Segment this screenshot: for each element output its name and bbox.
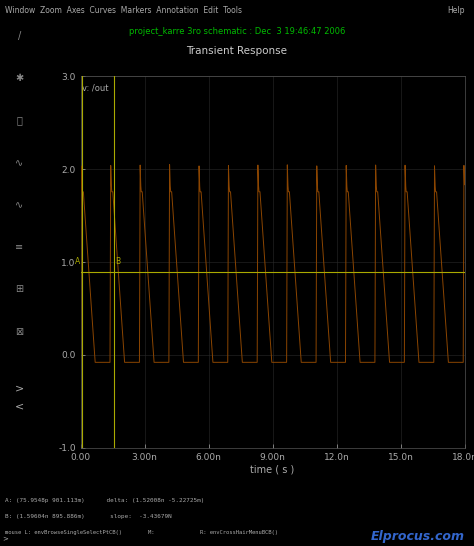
Text: >: > xyxy=(2,536,8,542)
Text: >: > xyxy=(15,383,24,393)
Text: v: /out: v: /out xyxy=(82,84,109,93)
Text: <: < xyxy=(15,402,24,412)
Text: ⌒: ⌒ xyxy=(16,115,22,126)
Text: ✱: ✱ xyxy=(15,73,23,83)
Text: project_karre 3ro schematic : Dec  3 19:46:47 2006: project_karre 3ro schematic : Dec 3 19:4… xyxy=(129,27,345,36)
Text: A: A xyxy=(75,257,80,266)
Text: B: (1.59604n 895.886m)       slope:  -3.43679N: B: (1.59604n 895.886m) slope: -3.43679N xyxy=(5,514,172,519)
Text: Elprocus.com: Elprocus.com xyxy=(371,530,465,543)
Text: /: / xyxy=(18,31,21,41)
Text: ∿: ∿ xyxy=(15,200,23,210)
Text: ⊠: ⊠ xyxy=(15,327,23,337)
X-axis label: time ( s ): time ( s ) xyxy=(250,464,295,474)
Text: mouse L: envBrowseSingleSelectPtCB()        M:              R: envCrossHairMenuB: mouse L: envBrowseSingleSelectPtCB() M: … xyxy=(5,530,278,535)
Text: ∿: ∿ xyxy=(15,158,23,168)
Text: Window  Zoom  Axes  Curves  Markers  Annotation  Edit  Tools: Window Zoom Axes Curves Markers Annotati… xyxy=(5,7,242,15)
Text: Help: Help xyxy=(447,7,465,15)
Text: ⊞: ⊞ xyxy=(15,284,23,294)
Text: Transient Response: Transient Response xyxy=(186,46,288,56)
Text: A: (75.9548p 901.113m)      delta: (1.52008n -5.22725m): A: (75.9548p 901.113m) delta: (1.52008n … xyxy=(5,498,204,503)
Text: ≡: ≡ xyxy=(15,242,23,252)
Text: B: B xyxy=(116,257,121,266)
